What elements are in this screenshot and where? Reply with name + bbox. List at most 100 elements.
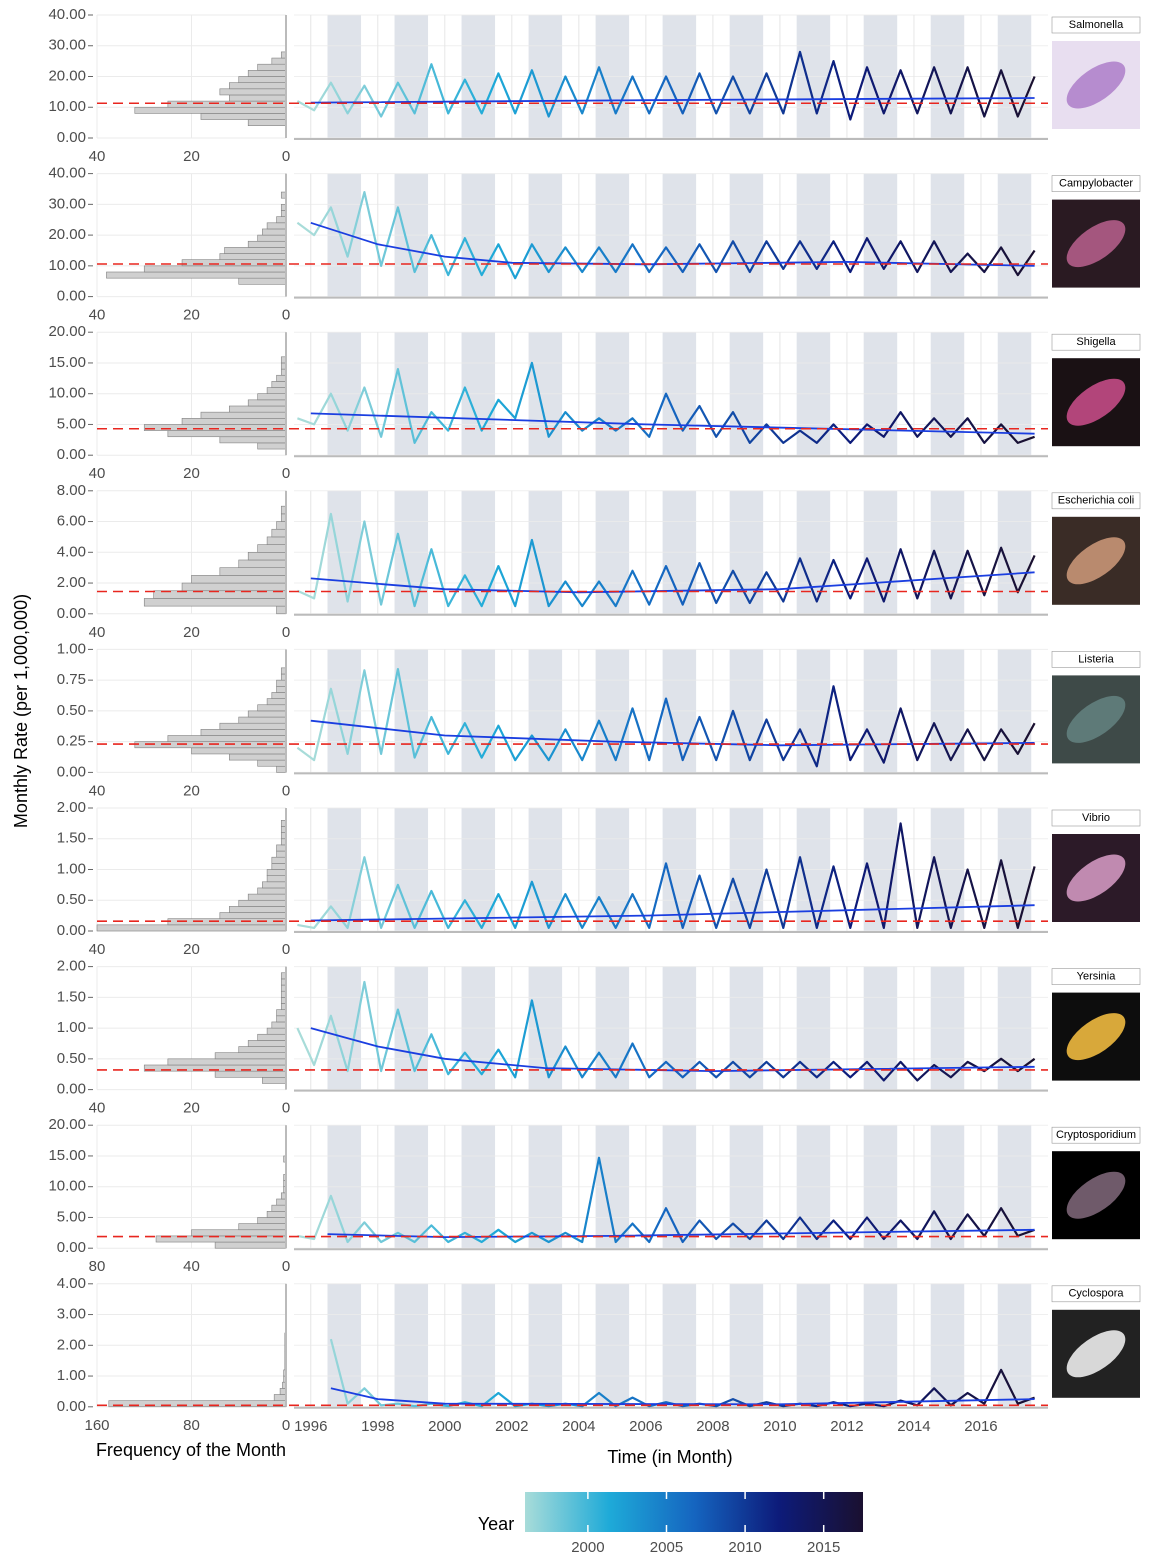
- y-tick-label: 0.00: [57, 288, 86, 305]
- hist-bar: [266, 387, 287, 394]
- hist-bar: [276, 1015, 287, 1023]
- hist-bar: [238, 559, 287, 568]
- pathogen-label: Shigella: [1076, 336, 1116, 348]
- y-tick-label: 40.00: [48, 165, 86, 182]
- pathogen-label: Cryptosporidium: [1056, 1129, 1136, 1141]
- y-tick-label: 5.00: [57, 415, 86, 432]
- x-tick-label: 2002: [495, 1418, 528, 1435]
- hist-tick-label: 80: [89, 1258, 106, 1275]
- hist-bar: [271, 1021, 287, 1029]
- hist-bar: [191, 747, 287, 755]
- pathogen-image: [1066, 61, 1126, 109]
- y-tick-label: 20.00: [48, 323, 86, 340]
- colorbar-tick-label: 2015: [807, 1539, 840, 1556]
- hist-bar: [257, 63, 287, 71]
- hist-tick-label: 40: [89, 941, 106, 958]
- y-tick-label: 0.50: [57, 891, 86, 908]
- hist-bar: [247, 70, 287, 77]
- hist-bar: [181, 417, 287, 425]
- pathogen-image: [1066, 1330, 1126, 1378]
- hist-tick-label: 20: [183, 624, 200, 641]
- hist-bar: [214, 1241, 287, 1249]
- y-tick-label: 0.00: [57, 1239, 86, 1256]
- hist-bar: [276, 685, 287, 693]
- hist-bar: [276, 850, 287, 858]
- hist-bar: [266, 869, 287, 876]
- hist-bar: [257, 759, 287, 767]
- hist-bar: [247, 893, 287, 901]
- hist-tick-label: 160: [84, 1417, 109, 1434]
- hist-bar: [96, 924, 287, 932]
- hist-bar: [273, 1394, 287, 1401]
- pathogen-image: [1066, 220, 1126, 268]
- hist-bar: [219, 567, 287, 576]
- hist-bar: [276, 605, 287, 615]
- hist-bar: [276, 1198, 287, 1206]
- hist-bar: [143, 424, 287, 431]
- hist-bar: [266, 1027, 287, 1035]
- colorbar-tick-label: 2000: [571, 1539, 604, 1556]
- hist-axis-title: Frequency of the Month: [96, 1440, 286, 1460]
- hist-bar: [247, 710, 287, 718]
- y-tick-label: 0.00: [57, 129, 86, 146]
- hist-bar: [262, 228, 287, 236]
- y-tick-label: 5.00: [57, 1208, 86, 1225]
- hist-bar: [219, 722, 287, 730]
- hist-bar: [200, 729, 287, 736]
- hist-bar: [200, 411, 287, 419]
- hist-bar: [143, 598, 287, 607]
- hist-tick-label: 40: [89, 465, 106, 482]
- y-tick-label: 0.00: [57, 446, 86, 463]
- y-tick-label: 0.25: [57, 733, 86, 750]
- x-tick-label: 1998: [361, 1418, 394, 1435]
- hist-bar: [271, 57, 287, 65]
- pathogen-label: Listeria: [1078, 653, 1114, 665]
- trend-line: [330, 1387, 1035, 1406]
- y-tick-label: 40.00: [48, 6, 86, 23]
- rate-line: [296, 191, 1036, 280]
- pathogen-image: [1066, 1171, 1126, 1219]
- hist-bar: [276, 679, 287, 687]
- hist-bar: [229, 94, 287, 102]
- pathogen-label-box: [1051, 968, 1141, 985]
- y-tick-label: 0.50: [57, 1050, 86, 1067]
- y-tick-label: 0.00: [57, 763, 86, 780]
- pathogen-label: Salmonella: [1069, 19, 1124, 31]
- hist-bar: [257, 234, 287, 242]
- hist-bar: [257, 1033, 287, 1041]
- y-tick-label: 15.00: [48, 1147, 86, 1164]
- hist-tick-label: 20: [183, 148, 200, 165]
- trend-line: [310, 97, 1035, 104]
- hist-bar: [271, 692, 287, 699]
- x-tick-label: 2004: [562, 1418, 595, 1435]
- hist-bar: [238, 76, 287, 83]
- x-tick-label: 2000: [428, 1418, 461, 1435]
- hist-bar: [276, 844, 287, 852]
- hist-bar: [257, 442, 287, 450]
- pathogen-label-box: [1051, 1285, 1141, 1303]
- hist-tick-label: 0: [282, 782, 290, 799]
- y-tick-label: 6.00: [57, 513, 86, 530]
- hist-bar: [266, 698, 287, 706]
- hist-bar: [271, 863, 287, 870]
- hist-bar: [271, 1204, 287, 1212]
- hist-tick-label: 40: [89, 148, 106, 165]
- hist-bar: [229, 82, 287, 90]
- hist-bar: [167, 735, 287, 742]
- hist-bar: [266, 1211, 287, 1218]
- hist-bar: [271, 528, 287, 538]
- hist-bar: [219, 253, 287, 261]
- hist-bar: [257, 887, 287, 895]
- hist-bar: [238, 1046, 287, 1054]
- hist-tick-label: 0: [282, 1417, 290, 1434]
- hist-bar: [238, 716, 287, 724]
- hist-bar: [181, 259, 287, 267]
- x-tick-label: 1996: [294, 1418, 327, 1435]
- hist-bar: [219, 912, 287, 919]
- pathogen-image: [1066, 378, 1126, 426]
- hist-bar: [181, 582, 287, 592]
- rate-line: [296, 980, 1036, 1082]
- y-tick-label: 10.00: [48, 98, 86, 115]
- rate-line: [297, 361, 1035, 444]
- hist-bar: [257, 393, 287, 401]
